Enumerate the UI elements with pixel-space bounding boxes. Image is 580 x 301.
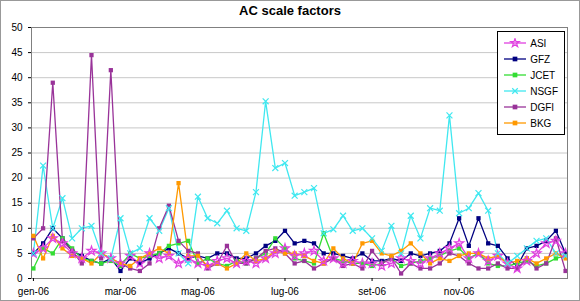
html-text:DGFI: DGFI [530, 101, 555, 113]
svg-text:40: 40 [11, 72, 23, 83]
html-text:NSGF: NSGF [530, 85, 558, 97]
svg-text:gen-06: gen-06 [18, 286, 50, 297]
svg-text:30: 30 [11, 122, 23, 133]
svg-text:45: 45 [11, 47, 23, 58]
html-text:JCET: JCET [530, 69, 556, 81]
html-text:BKG: BKG [530, 117, 552, 129]
svg-text:20: 20 [11, 172, 23, 183]
svg-text:35: 35 [11, 97, 23, 108]
svg-text:lug-06: lug-06 [271, 286, 299, 297]
svg-text:50: 50 [11, 22, 23, 33]
svg-text:15: 15 [11, 197, 23, 208]
svg-text:5: 5 [17, 248, 23, 259]
svg-text:nov-06: nov-06 [444, 286, 475, 297]
html-text:GFZ: GFZ [530, 53, 551, 65]
html-text:ASI: ASI [530, 37, 547, 49]
svg-text:0: 0 [17, 273, 23, 284]
svg-text:mar-06: mar-06 [105, 286, 137, 297]
html-text:AC scale factors: AC scale factors [239, 3, 341, 18]
svg-text:10: 10 [11, 223, 23, 234]
svg-text:set-06: set-06 [358, 286, 386, 297]
svg-text:mag-06: mag-06 [181, 286, 215, 297]
svg-text:25: 25 [11, 147, 23, 158]
